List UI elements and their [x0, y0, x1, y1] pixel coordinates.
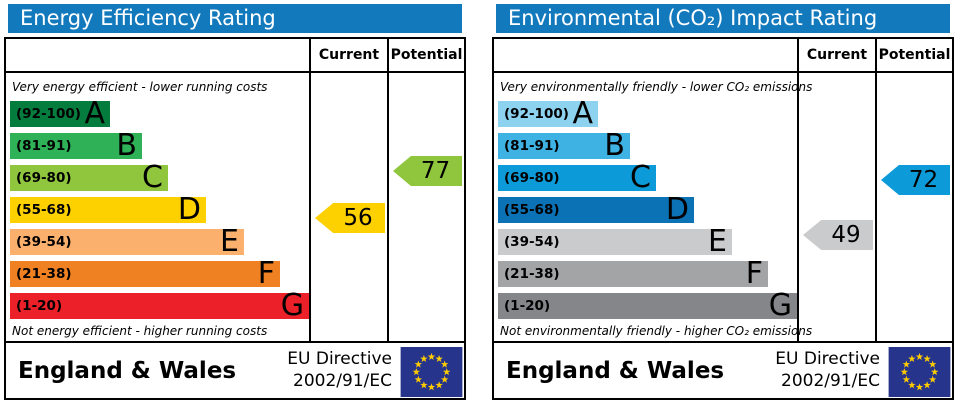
top-caption: Very energy efficient - lower running co… [12, 80, 268, 94]
current-rating-arrow: 56 [315, 203, 385, 233]
band-range-label: (69-80) [16, 170, 72, 186]
band-range-label: (39-54) [504, 234, 560, 250]
eu-flag-icon [888, 347, 951, 397]
eu-directive-label: EU Directive 2002/91/EC [287, 343, 392, 398]
band-letter: F [257, 256, 275, 291]
rating-band-c: (69-80) C [498, 160, 656, 195]
eu-flag-stars [900, 352, 939, 391]
rating-band-e: (39-54) E [498, 224, 732, 259]
band-letter: G [768, 288, 792, 323]
header-row-divider [6, 71, 464, 73]
eu-flag-stars [412, 352, 451, 391]
rating-band-b: (81-91) B [10, 128, 142, 163]
band-letter: B [116, 128, 137, 163]
band-letter: D [177, 192, 201, 227]
column-header-current: Current [806, 47, 868, 63]
band-range-label: (81-91) [16, 138, 72, 154]
current-rating-value: 56 [343, 205, 373, 231]
panel-title: Environmental (CO₂) Impact Rating [496, 4, 950, 33]
column-divider [387, 39, 389, 341]
rating-table: Current Potential Very environmentally f… [492, 37, 954, 343]
column-header-current: Current [318, 47, 380, 63]
column-header-potential: Potential [390, 47, 463, 63]
bottom-caption: Not environmentally friendly - higher CO… [500, 324, 813, 338]
band-range-label: (21-38) [16, 266, 72, 282]
panel-title: Energy Efficiency Rating [8, 4, 462, 33]
band-range-label: (92-100) [16, 106, 81, 122]
header-row-divider [494, 71, 952, 73]
band-range-label: (55-68) [16, 202, 72, 218]
eu-directive-line2: 2002/91/EC [781, 370, 880, 391]
top-caption: Very environmentally friendly - lower CO… [500, 80, 813, 94]
band-letter: A [572, 96, 593, 131]
rating-band-g: (1-20) G [10, 288, 309, 323]
band-letter: G [280, 288, 304, 323]
rating-band-f: (21-38) F [10, 256, 280, 291]
rating-bands: (92-100) A (81-91) B (69-80) C (55-68) D… [498, 96, 797, 325]
column-divider [875, 39, 877, 341]
potential-rating-arrow: 77 [393, 156, 462, 186]
eu-flag-icon [400, 347, 463, 397]
potential-rating-value: 77 [420, 158, 451, 184]
band-letter: D [665, 192, 689, 227]
eu-directive-line1: EU Directive [287, 349, 392, 370]
band-range-label: (1-20) [16, 298, 63, 314]
band-letter: C [142, 160, 163, 195]
rating-band-f: (21-38) F [498, 256, 768, 291]
rating-band-e: (39-54) E [10, 224, 244, 259]
band-letter: B [604, 128, 625, 163]
band-range-label: (55-68) [504, 202, 560, 218]
band-letter: E [220, 224, 239, 259]
rating-band-d: (55-68) D [498, 192, 694, 227]
eu-directive-line2: 2002/91/EC [293, 370, 392, 391]
band-letter: A [84, 96, 105, 131]
environmental-impact-panel: Environmental (CO₂) Impact Rating Curren… [489, 0, 956, 404]
band-range-label: (39-54) [16, 234, 72, 250]
rating-band-g: (1-20) G [498, 288, 797, 323]
column-divider [309, 39, 311, 341]
band-range-label: (92-100) [504, 106, 569, 122]
region-label: England & Wales [506, 357, 725, 384]
current-rating-arrow: 49 [803, 220, 873, 250]
band-range-label: (81-91) [504, 138, 560, 154]
column-header-potential: Potential [878, 47, 951, 63]
bottom-caption: Not energy efficient - higher running co… [12, 324, 268, 338]
rating-band-d: (55-68) D [10, 192, 206, 227]
rating-band-b: (81-91) B [498, 128, 630, 163]
current-rating-value: 49 [831, 222, 861, 248]
band-letter: C [630, 160, 651, 195]
rating-band-a: (92-100) A [10, 96, 110, 131]
potential-rating-arrow: 72 [881, 165, 950, 195]
energy-efficiency-panel: Energy Efficiency Rating Current Potenti… [1, 0, 468, 404]
band-letter: E [708, 224, 727, 259]
eu-directive-line1: EU Directive [775, 349, 880, 370]
band-letter: F [745, 256, 763, 291]
panel-footer: England & Wales EU Directive 2002/91/EC [492, 341, 954, 400]
rating-band-a: (92-100) A [498, 96, 598, 131]
panel-footer: England & Wales EU Directive 2002/91/EC [4, 341, 466, 400]
band-range-label: (21-38) [504, 266, 560, 282]
column-divider [797, 39, 799, 341]
band-range-label: (69-80) [504, 170, 560, 186]
band-range-label: (1-20) [504, 298, 551, 314]
rating-bands: (92-100) A (81-91) B (69-80) C (55-68) D… [10, 96, 309, 325]
potential-rating-value: 72 [908, 167, 939, 193]
rating-band-c: (69-80) C [10, 160, 168, 195]
rating-table: Current Potential Very energy efficient … [4, 37, 466, 343]
region-label: England & Wales [18, 357, 237, 384]
eu-directive-label: EU Directive 2002/91/EC [775, 343, 880, 398]
